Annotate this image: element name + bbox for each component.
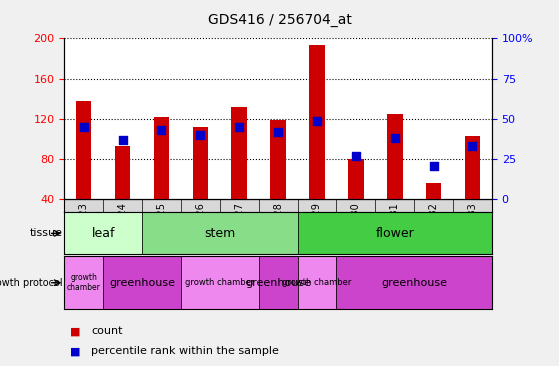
Text: greenhouse: greenhouse — [109, 278, 175, 288]
Point — [235, 124, 244, 130]
Point — [312, 117, 321, 123]
Bar — [297, 256, 337, 309]
Bar — [259, 256, 297, 309]
Point — [118, 137, 127, 143]
Bar — [348, 159, 364, 199]
Text: ■: ■ — [70, 326, 80, 336]
Bar — [192, 127, 208, 199]
Bar — [387, 114, 402, 199]
Point — [352, 153, 361, 159]
Bar — [426, 183, 442, 199]
Bar — [231, 107, 247, 199]
Bar — [76, 101, 92, 199]
Bar — [271, 120, 286, 199]
Point — [79, 124, 88, 130]
Bar — [103, 256, 181, 309]
Text: count: count — [91, 326, 122, 336]
Bar — [142, 212, 297, 254]
Point — [273, 129, 282, 135]
Text: stem: stem — [204, 227, 235, 240]
Bar — [64, 256, 103, 309]
Bar — [337, 256, 492, 309]
Bar — [465, 136, 480, 199]
Bar — [154, 117, 169, 199]
Point — [196, 132, 205, 138]
Bar — [181, 256, 259, 309]
Point — [390, 135, 399, 141]
Text: growth protocol: growth protocol — [0, 278, 63, 288]
Text: leaf: leaf — [92, 227, 115, 240]
Point — [429, 163, 438, 169]
Text: GDS416 / 256704_at: GDS416 / 256704_at — [207, 13, 352, 27]
Bar — [297, 212, 492, 254]
Text: growth chamber: growth chamber — [282, 278, 352, 287]
Text: flower: flower — [375, 227, 414, 240]
Point — [157, 127, 166, 133]
Bar — [64, 212, 142, 254]
Text: growth
chamber: growth chamber — [67, 273, 101, 292]
Text: percentile rank within the sample: percentile rank within the sample — [91, 346, 279, 356]
Bar — [115, 146, 130, 199]
Point — [468, 143, 477, 149]
Text: tissue: tissue — [29, 228, 63, 238]
Bar — [309, 45, 325, 199]
Text: greenhouse: greenhouse — [381, 278, 447, 288]
Text: greenhouse: greenhouse — [245, 278, 311, 288]
Text: ■: ■ — [70, 346, 80, 356]
Text: growth chamber: growth chamber — [185, 278, 254, 287]
